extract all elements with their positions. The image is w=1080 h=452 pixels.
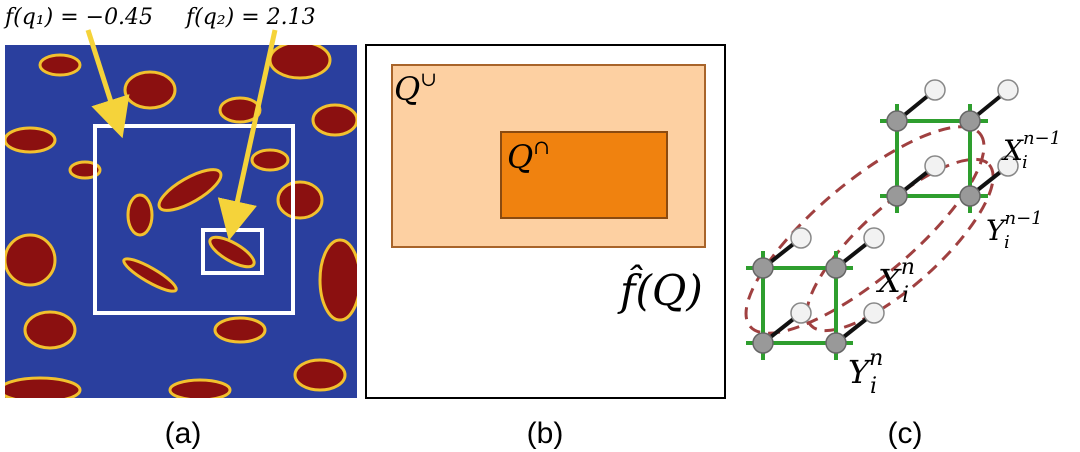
union-label: Q∪ (394, 67, 437, 108)
arrow (217, 29, 278, 241)
intersection-label: Q∩ (507, 135, 550, 176)
sup: n−1 (1004, 208, 1042, 229)
caption: (a) (165, 417, 202, 450)
sup: ∩ (533, 135, 550, 159)
base: X (1001, 134, 1024, 167)
node-labels: Xn−1 i Yn−1 i Xn i Yn i (848, 128, 1061, 399)
intersection-box (500, 131, 668, 219)
base: Y (986, 214, 1007, 247)
caption: (c) (888, 417, 923, 450)
node-label: Yn i (848, 346, 883, 399)
annotation: f(q₂) = 2.13 (184, 5, 316, 30)
base: Y (848, 353, 872, 391)
base: Q (394, 70, 420, 108)
sub: i (1004, 232, 1010, 253)
function-label: f̂(Q) (617, 263, 703, 315)
node-label: Xn i (875, 255, 915, 308)
heatmap (5, 45, 357, 398)
node-label: Yn−1 i (986, 208, 1043, 253)
sup: n−1 (1023, 128, 1061, 149)
arrow (85, 29, 130, 139)
sup: n (869, 346, 883, 371)
sub: i (1022, 152, 1028, 173)
base: X (875, 262, 902, 300)
node-label: Xn−1 i (1001, 128, 1061, 173)
caption: (b) (527, 417, 564, 450)
base: Q (507, 138, 533, 176)
graph (744, 79, 1019, 360)
annotation: f(q₁) = −0.45 (3, 5, 153, 30)
sup: ∪ (420, 67, 437, 91)
sub: i (870, 374, 877, 399)
sub: i (902, 283, 909, 308)
outer-box (93, 124, 295, 315)
sup: n (901, 255, 915, 280)
